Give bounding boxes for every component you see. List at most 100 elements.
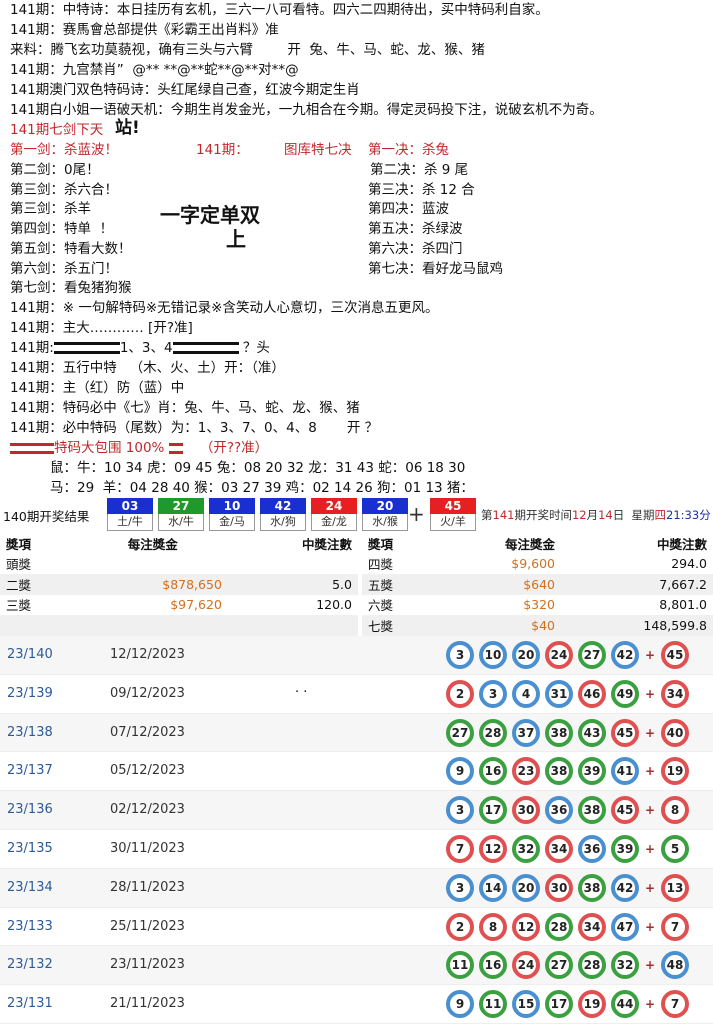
- ball-number: 27: [158, 498, 204, 514]
- number-ball: 30: [545, 873, 573, 902]
- period-link[interactable]: 23/133: [7, 918, 53, 934]
- period-link[interactable]: 23/137: [7, 763, 53, 779]
- prize-name: 五獎: [362, 574, 437, 595]
- period-link[interactable]: 23/134: [7, 879, 53, 895]
- ball-group: 3 14 20 30 38 42 +13: [446, 873, 689, 902]
- number-ball: 42: [611, 641, 639, 669]
- draw-date: 21/11/2023: [110, 996, 185, 1012]
- history-row[interactable]: 23/135 30/11/2023 7 12 32 34 36 39 +5: [0, 830, 713, 869]
- plus-sign: +: [644, 841, 656, 856]
- prize-amount: $40: [436, 615, 561, 636]
- ball-zodiac: 金/龙: [311, 514, 357, 531]
- result-label: 140期开奖结果: [3, 509, 90, 524]
- special-ball: 13: [661, 873, 689, 902]
- jue-2: 第二决：杀 9 尾: [370, 162, 469, 178]
- number-ball: 45: [611, 718, 639, 747]
- prize-table-right: 獎項 每注獎金 中獎注數 四獎 $9,600 294.0 五獎 $640 7,667.2 六獎 $…: [362, 533, 713, 636]
- draw-date: 09/12/2023: [110, 685, 185, 701]
- period-link[interactable]: 23/131: [7, 996, 53, 1012]
- prize-name: [0, 615, 78, 636]
- history-row[interactable]: 23/139 09/12/2023. . 2 3 4 31 46 49 +34: [0, 675, 713, 714]
- number-ball: 38: [545, 718, 573, 747]
- draw-date: 25/11/2023: [110, 918, 185, 934]
- special-ball: 19: [661, 757, 689, 786]
- draw-date: 05/12/2023: [110, 763, 185, 779]
- number-ball: 11: [446, 951, 474, 980]
- number-ball: 17: [545, 990, 573, 1019]
- jue-7: 第七决：看好龙马鼠鸡: [368, 261, 503, 277]
- ball-group: 11 16 24 27 28 32 +48: [446, 951, 689, 980]
- number-ball: 20: [512, 641, 540, 669]
- plus-sign: +: [644, 958, 656, 973]
- prize-row: 四獎 $9,600 294.0: [362, 554, 713, 575]
- ball-group: 2 3 4 31 46 49 +34: [446, 679, 689, 708]
- head-suffix: ？头: [238, 340, 270, 356]
- number-ball: 38: [578, 873, 606, 902]
- center-big-text-2: 上: [226, 227, 246, 251]
- ball-group: 9 11 15 17 19 44 +7: [446, 990, 689, 1019]
- text-line: 141期：主（红）防（蓝）中: [10, 380, 185, 396]
- special-ball: 8: [661, 796, 689, 825]
- period-link[interactable]: 23/136: [7, 802, 53, 818]
- number-ball: 32: [512, 834, 540, 863]
- sword-7: 第七剑：看兔猪狗猴: [10, 280, 132, 296]
- number-ball: 42: [611, 873, 639, 902]
- number-ball: 39: [611, 834, 639, 863]
- number-ball: 38: [545, 757, 573, 786]
- ball-zodiac: 水/牛: [158, 514, 204, 531]
- special-ball: 7: [661, 990, 689, 1019]
- number-ball: 3: [446, 641, 474, 669]
- jue-3: 第三决：杀 12 合: [368, 182, 475, 198]
- jue-1: 第一决：杀兔: [368, 142, 449, 158]
- number-ball: 44: [611, 990, 639, 1019]
- number-ball: 34: [545, 834, 573, 863]
- number-ball: 28: [479, 718, 507, 747]
- ball-number: 45: [430, 498, 476, 514]
- prize-count: 120.0: [316, 597, 352, 613]
- history-row[interactable]: 23/134 28/11/2023 3 14 20 30 38 42 +13: [0, 868, 713, 908]
- ball-zodiac: 水/狗: [260, 514, 306, 531]
- ball-number: 20: [362, 498, 408, 514]
- prize-row: 五獎 $640 7,667.2: [362, 574, 713, 595]
- number-ball: 12: [512, 912, 540, 941]
- period-link[interactable]: 23/140: [7, 647, 53, 662]
- history-list: 23/140 12/12/2023 3 10 20 24 27 42 +45 23/139 09/1…: [0, 636, 713, 1024]
- history-row[interactable]: 23/137 05/12/2023 9 16 23 38 39 41 +19: [0, 752, 713, 792]
- number-ball: 3: [446, 796, 474, 825]
- jue-4: 第四决：蓝波: [368, 201, 449, 217]
- prize-name: 三獎: [6, 598, 32, 614]
- number-ball: 19: [578, 990, 606, 1019]
- number-ball: 32: [611, 951, 639, 980]
- sword-6: 第六剑：杀五门！: [10, 261, 118, 277]
- number-ball: 4: [512, 679, 540, 708]
- ball-zodiac: 火/羊: [430, 514, 476, 531]
- history-row[interactable]: 23/138 07/12/2023 27 28 37 38 43 45 +40: [0, 713, 713, 753]
- period-link[interactable]: 23/138: [7, 724, 53, 740]
- number-ball: 7: [446, 834, 474, 863]
- period-link[interactable]: 23/135: [7, 840, 53, 856]
- prize-amount: $97,620: [170, 597, 222, 613]
- history-row[interactable]: 23/140 12/12/2023 3 10 20 24 27 42 +45: [0, 636, 713, 675]
- number-ball: 45: [611, 796, 639, 825]
- ball-number: 10: [209, 498, 255, 514]
- period-link[interactable]: 23/132: [7, 957, 53, 973]
- history-row[interactable]: 23/136 02/12/2023 3 17 30 36 38 45 +8: [0, 791, 713, 830]
- ball-zodiac: 水/猴: [362, 514, 408, 531]
- period-link[interactable]: 23/139: [7, 685, 53, 701]
- ball-group: 7 12 32 34 36 39 +5: [446, 834, 689, 863]
- number-ball: 43: [578, 718, 606, 747]
- plus-sign: +: [644, 764, 656, 779]
- history-row[interactable]: 23/131 21/11/2023 9 11 15 17 19 44 +7: [0, 985, 713, 1024]
- number-ball: 27: [545, 951, 573, 980]
- prize-row: [0, 615, 358, 636]
- draw-result-bar: 140期开奖结果 03 土/牛 27 水/牛 10 金/马 42 水/狗 24 金/龙 20 水/猴 4…: [0, 498, 713, 534]
- sword-5: 第五剑：特看大数！: [10, 241, 132, 257]
- prize-amount: [77, 615, 228, 636]
- special-ball: 34: [661, 679, 689, 708]
- history-row[interactable]: 23/132 23/11/2023 11 16 24 27 28 32 +48: [0, 946, 713, 986]
- history-row[interactable]: 23/133 25/11/2023 2 8 12 28 34 47 +7: [0, 908, 713, 947]
- result-ball: 27 水/牛: [158, 498, 204, 532]
- number-ball: 30: [512, 796, 540, 825]
- plus-sign: +: [644, 919, 656, 934]
- draw-date: 23/11/2023: [110, 957, 185, 973]
